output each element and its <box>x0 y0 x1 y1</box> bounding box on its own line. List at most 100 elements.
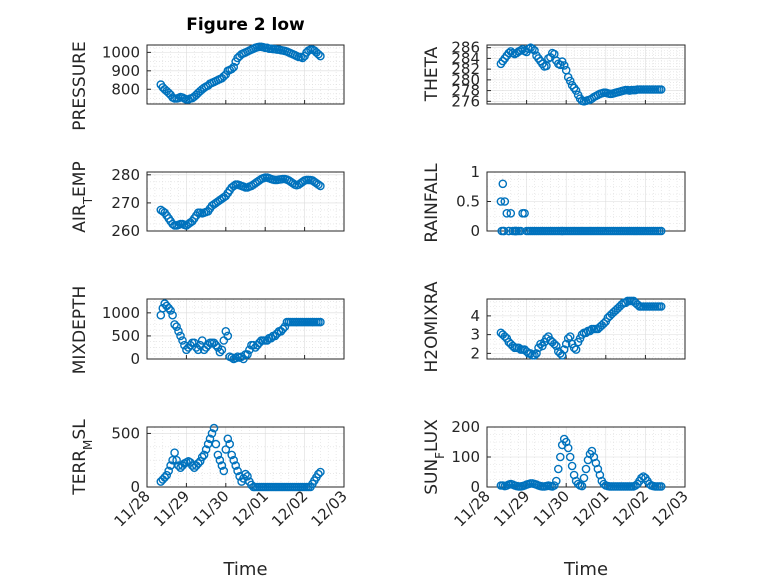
data-point <box>577 481 587 491</box>
axes-box <box>146 298 345 360</box>
data-point <box>229 455 238 465</box>
figure-title: Figure 2 low <box>186 15 305 35</box>
axes-box <box>146 171 345 232</box>
data-point <box>193 459 203 468</box>
data-point <box>565 332 575 341</box>
data-point <box>278 324 288 334</box>
data-point <box>656 226 666 236</box>
data-point <box>550 339 559 349</box>
x-tick-label: 11/29 <box>150 487 193 530</box>
data-point <box>502 208 512 218</box>
axes-box <box>146 44 345 105</box>
data-point <box>656 85 666 94</box>
data-point <box>221 326 231 336</box>
data-point <box>554 464 563 474</box>
data-point <box>227 353 236 362</box>
y-tick-label: 276 <box>451 92 480 110</box>
x-tick-label: 12/01 <box>229 487 272 530</box>
y-tick-label: 270 <box>111 194 140 212</box>
data-point <box>656 302 666 311</box>
data-point <box>656 482 666 491</box>
y-tick-label: 500 <box>111 327 140 345</box>
data-point <box>565 76 575 86</box>
data-point <box>567 461 577 471</box>
data-point <box>233 466 242 476</box>
data-point <box>213 450 223 460</box>
data-point <box>227 64 236 74</box>
data-point <box>199 450 209 460</box>
y-tick-label: 0 <box>470 478 480 496</box>
data-point <box>550 481 559 490</box>
data-point <box>193 345 203 355</box>
y-tick-label: 800 <box>111 80 140 98</box>
y-axis-label: H2OMIXRA <box>422 281 442 372</box>
data-point <box>504 48 514 58</box>
data-point <box>559 61 569 70</box>
y-tick-label: 260 <box>111 222 140 240</box>
y-tick-label: 284 <box>451 49 480 67</box>
data-point <box>298 177 307 187</box>
x-tick-label: 12/03 <box>649 487 692 530</box>
data-point <box>227 450 236 460</box>
x-axis-label: Time <box>563 559 608 580</box>
data-point <box>571 345 581 354</box>
subplot-mixdepth: 0 500 1000 MIXDEPTH <box>70 286 345 374</box>
data-point <box>166 461 175 470</box>
data-point <box>229 62 238 72</box>
data-point <box>499 226 509 236</box>
y-tick-label: 0.5 <box>456 193 480 211</box>
data-point <box>229 181 238 191</box>
data-point <box>215 455 225 465</box>
data-point <box>172 322 181 332</box>
data-point <box>170 320 179 329</box>
y-tick-label: 286 <box>451 39 480 57</box>
data-point <box>500 332 510 341</box>
data-point <box>557 226 567 236</box>
data-point <box>522 347 531 356</box>
y-tick-label: 1 <box>470 163 480 181</box>
data-point <box>197 336 207 345</box>
data-point <box>211 439 221 449</box>
y-tick-label: 900 <box>111 62 140 80</box>
y-tick-label: 2 <box>470 344 480 362</box>
data-point <box>617 300 626 309</box>
data-point <box>565 452 575 462</box>
data-point <box>162 470 171 480</box>
data-point <box>168 310 177 320</box>
data-point <box>314 49 323 59</box>
data-point <box>599 319 609 328</box>
data-point <box>506 208 516 218</box>
y-tick-label: 0 <box>130 478 140 496</box>
data-point <box>176 331 185 341</box>
x-tick-label: 11/30 <box>189 487 232 530</box>
data-point <box>160 473 169 482</box>
data-point <box>581 464 591 474</box>
data-point <box>552 476 561 486</box>
data-point <box>579 473 589 483</box>
y-tick-label: 4 <box>470 307 480 325</box>
data-point <box>168 219 177 229</box>
data-point <box>563 443 573 453</box>
y-tick-label: 1000 <box>102 43 140 61</box>
data-point <box>528 44 537 54</box>
axes-box <box>486 298 686 360</box>
y-tick-label: 500 <box>111 424 140 442</box>
x-axis-label: Time <box>222 559 267 580</box>
data-point <box>201 445 211 454</box>
data-point <box>197 452 207 462</box>
data-point <box>174 326 183 336</box>
data-point <box>316 181 325 191</box>
y-tick-label: 282 <box>451 60 480 78</box>
x-tick-label: 12/03 <box>308 487 351 530</box>
y-tick-label: 3 <box>470 326 480 344</box>
subplot-terr-msl: 050011/2811/2911/3012/0112/0212/03TimeTE… <box>70 419 351 580</box>
data-point <box>207 429 217 438</box>
data-point <box>231 461 240 470</box>
data-point <box>205 434 215 444</box>
data-point <box>219 466 229 476</box>
subplot-h2omixra: 234 H2OMIXRA <box>422 281 686 373</box>
y-tick-label: 0 <box>130 350 140 368</box>
data-point <box>168 455 177 465</box>
data-point <box>621 298 630 308</box>
